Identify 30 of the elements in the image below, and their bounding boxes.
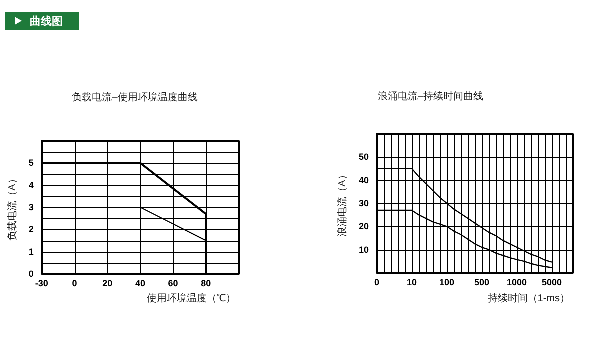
y-axis-title: 负载电流（A） bbox=[6, 174, 18, 241]
chart-title: 浪涌电流–持续时间曲线 bbox=[378, 90, 484, 102]
y-tick-label: 1 bbox=[28, 246, 34, 257]
x-tick-label: 0 bbox=[374, 278, 380, 288]
x-axis-title: 持续时间（1-ms） bbox=[488, 292, 570, 304]
y-tick-label: 10 bbox=[358, 244, 369, 255]
chart-title: 负载电流–使用环境温度曲线 bbox=[72, 92, 198, 104]
y-tick-label: 30 bbox=[358, 198, 369, 208]
x-tick-label: 1000 bbox=[506, 278, 528, 288]
y-tick-label: 4 bbox=[28, 180, 34, 190]
x-tick-label: 100 bbox=[439, 278, 455, 288]
text: 曲线图 bbox=[30, 14, 63, 28]
y-tick-label: 3 bbox=[28, 202, 34, 212]
y-tick-label: 50 bbox=[358, 152, 369, 162]
x-tick-label: 500 bbox=[474, 278, 490, 288]
y-tick-label: 0 bbox=[28, 269, 34, 279]
x-axis-title: 使用环境温度（℃） bbox=[147, 292, 236, 304]
y-tick-label: 5 bbox=[28, 158, 34, 168]
y-axis-title: 浪涌电流（A） bbox=[336, 170, 349, 237]
y-tick-label: 40 bbox=[358, 175, 369, 186]
y-tick-label: 20 bbox=[358, 222, 369, 232]
x-tick-label: -30 bbox=[35, 278, 48, 288]
x-tick-label: 80 bbox=[201, 278, 212, 288]
x-tick-label: 40 bbox=[135, 278, 146, 288]
x-tick-label: 5000 bbox=[542, 278, 562, 288]
x-tick-label: 60 bbox=[168, 278, 178, 288]
x-tick-label: 20 bbox=[102, 278, 113, 288]
x-tick-label: 10 bbox=[406, 278, 418, 288]
y-tick-label: 2 bbox=[28, 224, 34, 235]
x-tick-label: 0 bbox=[72, 278, 78, 288]
